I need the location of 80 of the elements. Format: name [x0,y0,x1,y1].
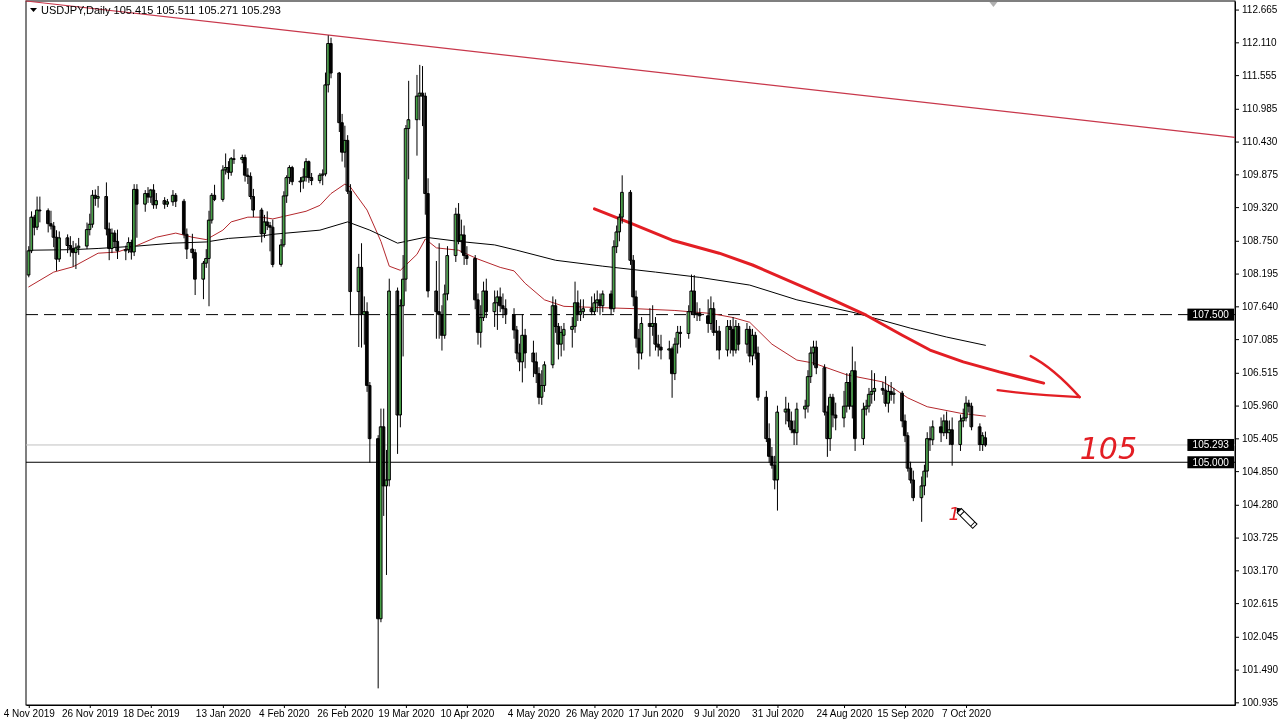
x-tick-label: 17 Jun 2020 [628,708,684,719]
candlestick [71,240,75,267]
candlestick [861,402,866,446]
x-tick-label: 4 May 2020 [507,708,561,719]
candlestick [165,198,170,208]
x-tick-label: 7 Oct 2020 [942,708,992,719]
y-tick-label: 112.665 [1242,4,1278,16]
candlestick [731,317,735,357]
x-tick-label: 24 Aug 2020 [816,708,874,719]
candlestick [174,193,178,208]
candlestick [318,172,322,184]
candlestick [595,290,599,313]
candlestick [559,325,563,357]
candlestick [96,185,100,208]
y-tick-label: 108.750 [1242,235,1279,247]
candlestick [243,154,247,182]
ref-line-label: 105.000 [1192,456,1230,468]
y-tick-label: 100.935 [1242,697,1279,709]
candlestick [978,423,982,451]
y-tick-label: 102.615 [1242,597,1279,609]
y-tick-label: 101.490 [1242,664,1279,676]
y-tick-label: 105.960 [1242,400,1279,412]
candlestick [734,320,738,354]
candlestick [65,234,70,254]
candlestick [706,299,710,333]
chart-title: USDJPY,Daily 105.415 105.511 105.271 105.293 [41,4,281,16]
candlestick [171,190,175,206]
line-series [592,207,1046,385]
y-tick-label: 107.085 [1242,333,1279,345]
x-tick-label: 31 Jul 2020 [752,708,805,719]
candlestick [969,402,974,431]
x-tick-label: 15 Sep 2020 [877,708,935,719]
y-tick-label: 112.110 [1242,37,1278,49]
candlestick [939,417,943,443]
candlestick [725,320,730,357]
y-tick-label: 104.280 [1242,499,1279,511]
candlestick [748,325,752,363]
candlestick [163,197,167,209]
x-tick-label: 19 Mar 2020 [378,708,435,719]
y-tick-label: 109.875 [1242,169,1279,181]
x-tick-label: 18 Dec 2019 [122,708,181,719]
candlestick [814,340,818,375]
y-tick-label: 105.405 [1242,433,1279,445]
y-tick-label: 110.430 [1242,136,1278,148]
x-tick-label: 4 Feb 2020 [259,708,311,719]
line-series [28,183,986,417]
candlestick [143,190,147,212]
x-tick-label: 26 Feb 2020 [317,708,374,719]
y-tick-label: 104.850 [1242,465,1279,477]
candlestick [784,396,788,425]
candlestick [601,290,605,313]
candlestick [46,208,50,233]
y-tick-label: 108.195 [1242,268,1279,280]
y-tick-label: 110.985 [1242,103,1278,115]
y-tick-label: 106.515 [1242,367,1279,379]
annotation: 105 [1079,431,1137,467]
candlestick [659,334,663,360]
x-tick-label: 13 Jan 2020 [195,708,252,719]
y-tick-label: 109.320 [1242,201,1279,213]
candlestick [290,165,294,186]
y-tick-label: 111.555 [1242,69,1278,81]
candlestick [151,184,156,209]
candlestick [983,431,988,447]
x-tick-label: 26 May 2020 [566,708,625,719]
candlestick [307,160,311,183]
candlestick [737,322,741,351]
ref-line-label: 107.500 [1192,309,1230,321]
ref-line-label: 105.293 [1192,439,1230,451]
x-tick-label: 9 Jul 2020 [693,708,741,719]
x-tick-label: 26 Nov 2019 [61,708,120,719]
y-tick-label: 102.045 [1242,631,1279,643]
annotation: 1 [948,502,960,524]
x-tick-label: 10 Apr 2020 [440,708,495,719]
y-tick-label: 107.640 [1242,301,1279,313]
x-tick-label: 4 Nov 2019 [3,708,56,719]
candlestick [795,402,799,446]
candlestick [872,373,877,401]
candlestick [728,320,732,354]
y-tick-label: 103.170 [1242,565,1279,577]
y-tick-label: 103.725 [1242,532,1279,544]
